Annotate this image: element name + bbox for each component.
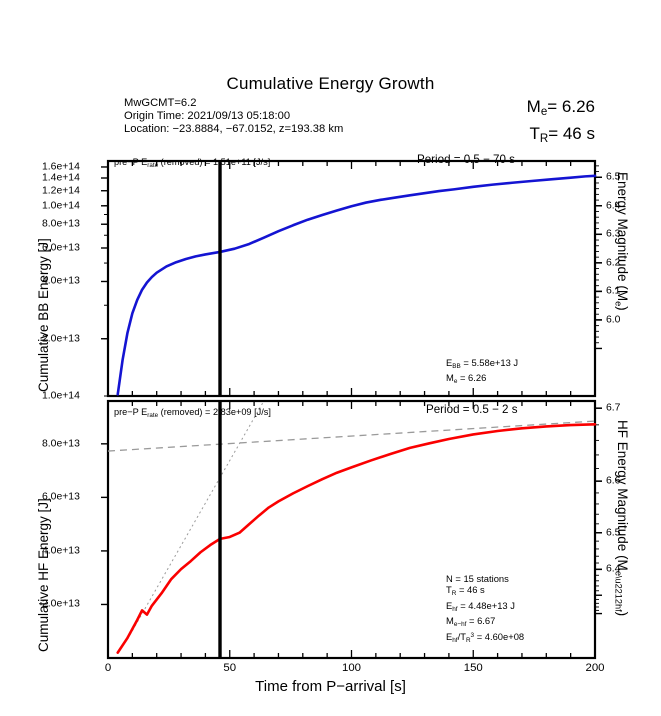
top-panel-period-note: Period = 0.5 − 70 s: [417, 153, 515, 166]
bottom-panel-ytick-left: 6.0e+13: [42, 491, 80, 503]
reference-line-initial-slope-dotted: [127, 400, 265, 640]
header-tr: TR= 46 s: [527, 123, 595, 150]
x-axis-label: Time from P−arrival [s]: [255, 678, 406, 695]
stat-mehf: Me−hf = 6.67: [446, 614, 496, 628]
stat-ehf-tr3: Ehf/TR3 = 4.60e+08: [446, 631, 525, 644]
top-panel-ytick-right: 6.0: [606, 314, 621, 326]
top-panel-ytick-left: 1.4e+14: [42, 172, 80, 184]
top-panel-stats: EBB = 5.58e+13 J Me = 6.26: [446, 357, 518, 387]
bottom-panel-stats: N = 15 stations TR = 46 s Ehf = 4.48e+13…: [446, 573, 524, 646]
reference-line-asymptote-dashed: [107, 420, 596, 452]
x-tick-label: 100: [341, 662, 362, 674]
bottom-panel-ytick-left: 2.0e+13: [42, 598, 80, 610]
prep-post: (removed) = 1.51e+11 [J/s]: [158, 157, 271, 167]
top-panel-ytick-left: 1.0e+14: [42, 390, 80, 402]
bottom-panel-ytick-right: 6.7: [606, 402, 621, 414]
tr-symbol: T: [529, 124, 540, 144]
top-panel-ytick-right: 6.5: [606, 171, 621, 183]
top-panel-ytick-right: 6.4: [606, 200, 621, 212]
prep-pre: pre−P E: [114, 157, 148, 167]
header-metadata-left: MwGCMT=6.2 Origin Time: 2021/09/13 05:18…: [124, 97, 343, 137]
header-origin-time: Origin Time: 2021/09/13 05:18:00: [124, 110, 291, 123]
figure-title: Cumulative Energy Growth: [226, 74, 435, 93]
me-subscript: e: [540, 106, 548, 119]
stat-tr: TR = 46 s: [446, 584, 485, 598]
top-panel: [101, 159, 602, 398]
bottom-panel-ytick-left: 4.0e+13: [42, 545, 80, 557]
top-panel-ytick-left: 6.0e+13: [42, 242, 80, 254]
top-panel-ytick-left: 1.0e+14: [42, 200, 80, 212]
header-mwgcmt: MwGCMT=6.2: [124, 97, 197, 109]
bottom-panel-period-note: Period = 0.5 − 2 s: [426, 403, 518, 416]
x-tick-label: 0: [104, 662, 112, 674]
prep-sub-hf: rate: [147, 411, 159, 419]
top-panel-prep-note: pre−P Erate (removed) = 1.51e+11 [J/s]: [114, 157, 270, 171]
bottom-panel: [101, 399, 602, 660]
prep-post-hf: (removed) = 2.83e+09 [J/s]: [158, 407, 271, 417]
me-value: = 6.26: [547, 97, 595, 116]
prep-pre-hf: pre−P E: [114, 407, 148, 417]
stat-me: Me = 6.26: [446, 372, 487, 385]
top-panel-ytick-right: 6.2: [606, 257, 621, 269]
bottom-panel-ytick-right: 6.4: [606, 563, 621, 575]
top-panel-ytick-right: 6.3: [606, 228, 621, 240]
stat-ebb: EBB = 5.58e+13 J: [446, 357, 519, 370]
me-symbol: M: [526, 97, 541, 116]
bottom-panel-prep-note: pre−P Erate (removed) = 2.83e+09 [J/s]: [114, 407, 271, 421]
data-series-bottom-panel: [116, 422, 597, 654]
header-location: Location: −23.8884, −67.0152, z=193.38 k…: [124, 123, 344, 136]
x-tick-label: 50: [223, 662, 237, 674]
bottom-panel-ytick-left: 8.0e+13: [42, 438, 80, 450]
header-me: Me= 6.26: [527, 96, 595, 123]
stat-ehf: Ehf = 4.48e+13 J: [446, 599, 515, 613]
tr-subscript: R: [539, 133, 549, 146]
header-metadata-right: Me= 6.26 TR= 46 s: [527, 96, 595, 150]
data-series-top-panel: [116, 174, 597, 396]
stat-n: N = 15 stations: [446, 573, 509, 584]
bottom-panel-ytick-right: 6.6: [606, 475, 621, 487]
top-panel-ytick-left: 8.0e+13: [42, 218, 80, 230]
bottom-panel-ytick-right: 6.5: [606, 527, 621, 539]
top-panel-ytick-left: 1.6e+14: [42, 161, 80, 173]
x-tick-label: 150: [463, 662, 483, 674]
top-panel-ytick-left: 1.2e+14: [42, 185, 80, 197]
prep-sub: rate: [147, 161, 159, 169]
tr-value: = 46 s: [548, 124, 595, 144]
x-tick-label: 200: [585, 662, 605, 674]
top-panel-ytick-left: 4.0e+13: [42, 275, 80, 287]
top-panel-ytick-right: 6.1: [606, 285, 621, 297]
top-panel-ytick-left: 2.0e+13: [42, 333, 80, 345]
